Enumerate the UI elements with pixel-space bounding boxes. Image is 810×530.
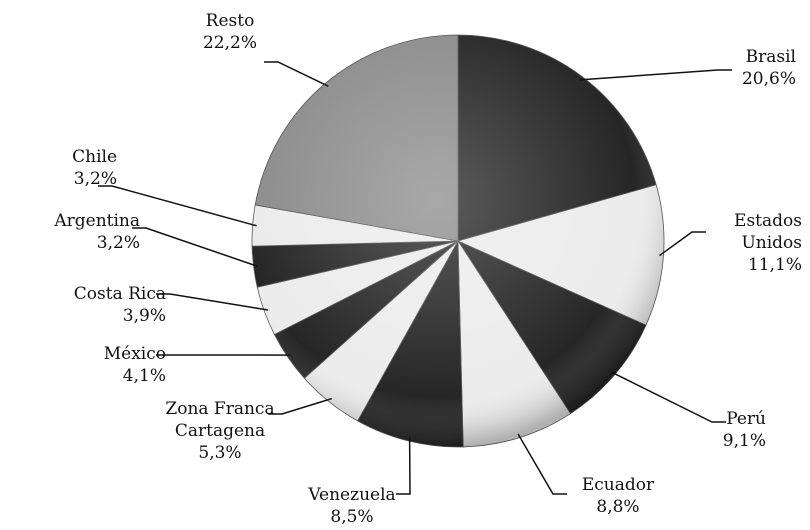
category-name: Costa Rica <box>73 284 166 304</box>
value-label: 3,9% <box>122 306 166 326</box>
leader-line <box>579 69 732 81</box>
category-name: Estados Unidos <box>734 211 802 253</box>
slice-label: Argentina 3,2% <box>54 210 140 254</box>
value-label: 11,1% <box>747 255 802 275</box>
category-name: Chile <box>72 147 117 167</box>
category-name: Ecuador <box>581 475 655 495</box>
category-name: Zona Franca Cartagena <box>165 399 275 441</box>
leader-line <box>659 231 706 257</box>
value-label: 3,2% <box>73 169 117 189</box>
value-label: 8,8% <box>596 497 640 517</box>
slice-label: Chile 3,2% <box>72 146 117 190</box>
value-label: 8,5% <box>330 507 374 527</box>
category-name: Brasil <box>745 47 796 67</box>
slice-label: Ecuador 8,8% <box>518 474 718 518</box>
leader-line <box>396 437 411 495</box>
value-label: 22,2% <box>202 33 257 53</box>
leader-line <box>264 61 329 87</box>
value-label: 20,6% <box>741 69 796 89</box>
value-label: 5,3% <box>198 443 242 463</box>
slice-label: Resto 22,2% <box>130 10 330 54</box>
category-name: México <box>103 344 166 364</box>
slice-label: Perú 9,1% <box>723 408 766 452</box>
category-name: Venezuela <box>308 485 396 505</box>
category-name: Perú <box>726 409 766 429</box>
slice-label: México 4,1% <box>104 343 166 387</box>
leader-line <box>517 433 567 495</box>
leader-line <box>611 371 726 423</box>
value-label: 9,1% <box>722 431 766 451</box>
value-label: 3,2% <box>96 233 140 253</box>
category-name: Argentina <box>54 211 140 231</box>
slice-label: Estados Unidos 11,1% <box>734 210 802 276</box>
leader-line <box>98 185 257 227</box>
slice-label: Zona Franca Cartagena 5,3% <box>120 398 320 464</box>
leader-line <box>156 293 269 311</box>
leader-line <box>132 227 258 268</box>
value-label: 4,1% <box>122 366 166 386</box>
slice-label: Venezuela 8,5% <box>252 484 452 528</box>
category-name: Resto <box>205 11 255 31</box>
slice-label: Costa Rica 3,9% <box>74 283 166 327</box>
slice-label: Brasil 20,6% <box>742 46 796 90</box>
